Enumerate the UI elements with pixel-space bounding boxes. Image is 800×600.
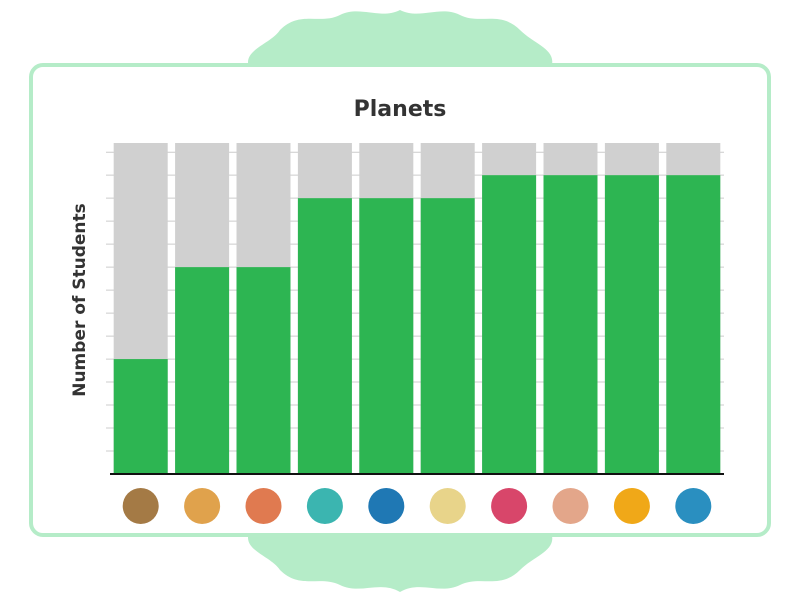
bar (543, 175, 598, 475)
planet-icon (429, 488, 466, 524)
bar (236, 267, 291, 474)
bar (113, 359, 168, 474)
planet-icon (184, 488, 221, 524)
decor-blob-top (247, 10, 553, 70)
bar (297, 198, 352, 474)
y-axis-label: Number of Students (70, 203, 90, 397)
bar (482, 175, 537, 475)
planet-icon (613, 488, 650, 524)
planet-icon (491, 488, 528, 524)
bar (359, 198, 414, 474)
bar (420, 198, 475, 474)
planet-icon (368, 488, 405, 524)
chart-title: Planets (354, 97, 447, 122)
bar (666, 175, 721, 475)
planet-icon (675, 488, 712, 524)
planet-icon (122, 488, 159, 524)
planet-icon (552, 488, 589, 524)
planet-icon (245, 488, 282, 524)
planet-icon (306, 488, 343, 524)
bar (604, 175, 659, 475)
bar (175, 267, 230, 474)
decor-blob-bottom (247, 530, 553, 592)
